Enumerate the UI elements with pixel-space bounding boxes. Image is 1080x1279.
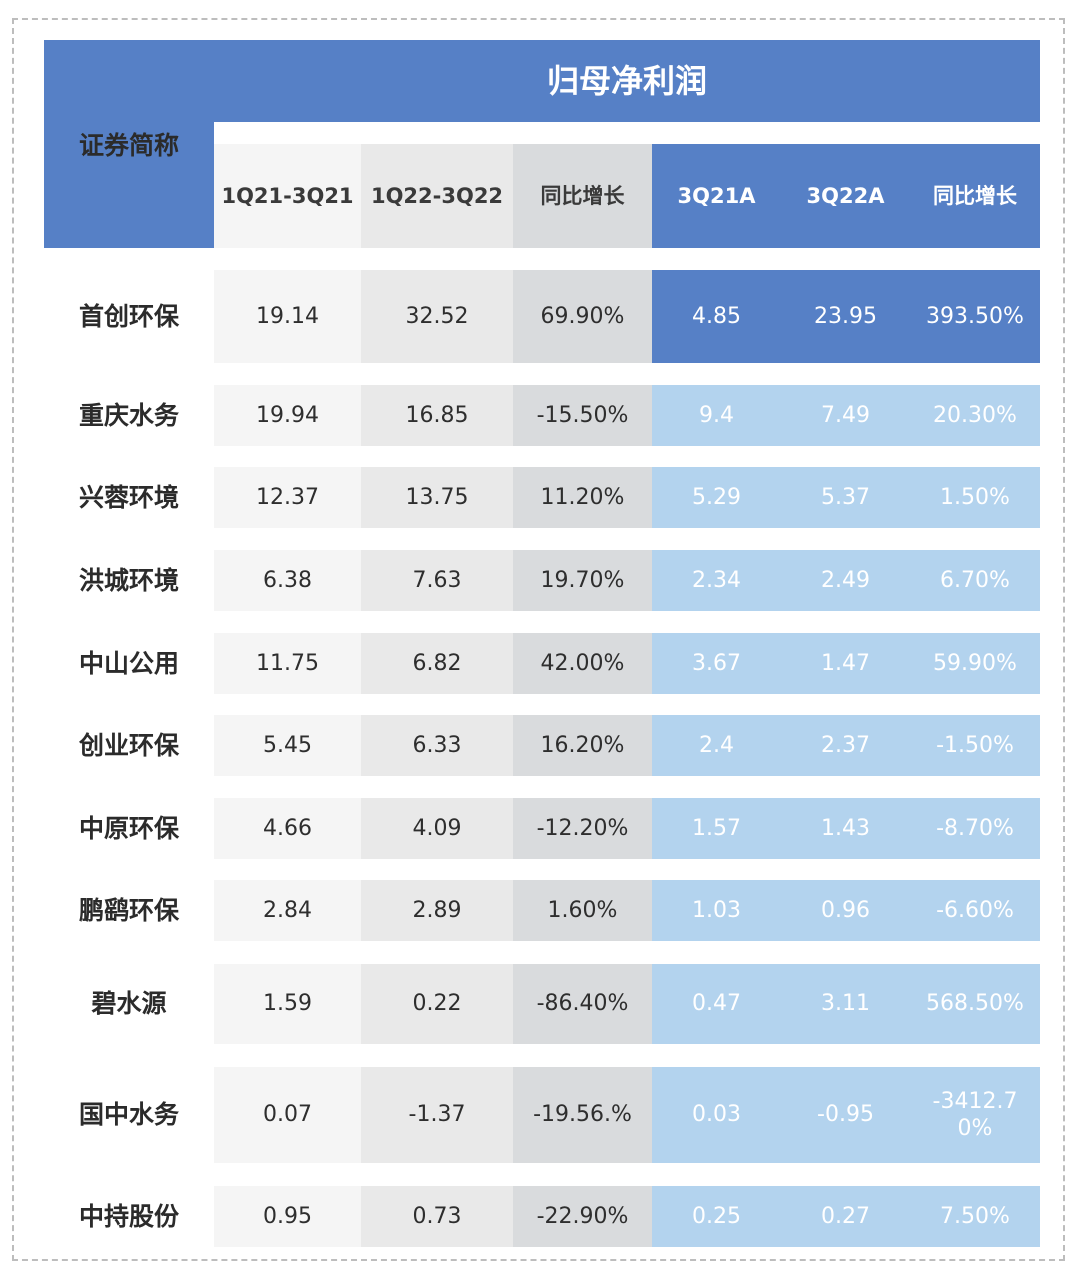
row-value: 3.67	[652, 633, 781, 694]
row-value: 5.45	[214, 715, 361, 776]
row-value: 3.11	[781, 964, 910, 1044]
row-value: 9.4	[652, 385, 781, 446]
row-value: 6.70%	[910, 550, 1040, 611]
row-value: 23.95	[781, 270, 910, 363]
row-value: 4.09	[361, 798, 513, 859]
row-value: 568.50%	[910, 964, 1040, 1044]
row-value: 2.49	[781, 550, 910, 611]
row-value: 5.37	[781, 467, 910, 528]
sub-header-1: 1Q21-3Q21	[214, 144, 361, 248]
sub-header-3: 同比增长	[513, 144, 652, 248]
name-header-label: 证券简称	[78, 131, 179, 160]
row-value: 19.14	[214, 270, 361, 363]
row-value: 0.03	[652, 1067, 781, 1163]
row-value: 20.30%	[910, 385, 1040, 446]
row-value: 7.49	[781, 385, 910, 446]
group-title-cell: 归母净利润	[214, 40, 1040, 122]
row-name: 中山公用	[78, 648, 179, 678]
row-value: 0.96	[781, 880, 910, 941]
row-value: 12.37	[214, 467, 361, 528]
row-value: 0.07	[214, 1067, 361, 1163]
row-value: 6.33	[361, 715, 513, 776]
row-name: 碧水源	[91, 989, 167, 1019]
row-value: -1.37	[361, 1067, 513, 1163]
row-value: 42.00%	[513, 633, 652, 694]
row-value: -1.50%	[910, 715, 1040, 776]
row-value: 69.90%	[513, 270, 652, 363]
row-name: 洪城环境	[78, 565, 179, 595]
row-value: 1.43	[781, 798, 910, 859]
row-value: 16.20%	[513, 715, 652, 776]
row-name: 中持股份	[78, 1201, 179, 1231]
row-value: 2.34	[652, 550, 781, 611]
row-value: 2.37	[781, 715, 910, 776]
row-value: 6.82	[361, 633, 513, 694]
row-value: 1.60%	[513, 880, 652, 941]
row-value: -12.20%	[513, 798, 652, 859]
row-value: 393.50%	[910, 270, 1040, 363]
row-value: -22.90%	[513, 1186, 652, 1247]
sub-header-2: 1Q22-3Q22	[361, 144, 513, 248]
row-value: 5.29	[652, 467, 781, 528]
row-value: 0.27	[781, 1186, 910, 1247]
row-value: 6.38	[214, 550, 361, 611]
row-name: 重庆水务	[78, 400, 179, 430]
table-header: 证券简称 归母净利润 1Q21-3Q21 1Q22-3Q22 同比增长 3Q21…	[0, 0, 1080, 260]
row-value: 7.63	[361, 550, 513, 611]
row-value: 1.50%	[910, 467, 1040, 528]
row-value: 2.89	[361, 880, 513, 941]
row-name: 国中水务	[78, 1100, 179, 1130]
row-value: 1.03	[652, 880, 781, 941]
row-value: 0.73	[361, 1186, 513, 1247]
row-value: 0.95	[214, 1186, 361, 1247]
group-title: 归母净利润	[546, 62, 707, 100]
row-value: 59.90%	[910, 633, 1040, 694]
row-value: -15.50%	[513, 385, 652, 446]
row-value: 19.94	[214, 385, 361, 446]
row-value: 1.47	[781, 633, 910, 694]
name-header-cell: 证券简称	[44, 40, 214, 248]
row-value: 0.22	[361, 964, 513, 1044]
row-value: 19.70%	[513, 550, 652, 611]
row-value: 11.75	[214, 633, 361, 694]
row-name: 兴蓉环境	[78, 482, 179, 512]
row-value: -86.40%	[513, 964, 652, 1044]
row-name: 创业环保	[78, 730, 179, 760]
row-value: 11.20%	[513, 467, 652, 528]
sub-header-6: 同比增长	[910, 144, 1040, 248]
row-value: 1.57	[652, 798, 781, 859]
row-value: 4.85	[652, 270, 781, 363]
row-value: 2.4	[652, 715, 781, 776]
row-value: 13.75	[361, 467, 513, 528]
row-value: -8.70%	[910, 798, 1040, 859]
sub-header-4: 3Q21A	[652, 144, 781, 248]
row-value: 7.50%	[910, 1186, 1040, 1247]
sub-header-5: 3Q22A	[781, 144, 910, 248]
row-value: -6.60%	[910, 880, 1040, 941]
table-frame	[12, 18, 1065, 1261]
row-value: 32.52	[361, 270, 513, 363]
row-name: 鹏鹞环保	[78, 895, 179, 925]
row-value: 2.84	[214, 880, 361, 941]
row-name: 中原环保	[78, 813, 179, 843]
row-name: 首创环保	[78, 301, 179, 331]
row-value: 0.47	[652, 964, 781, 1044]
row-value: -3412.7 0%	[910, 1067, 1040, 1163]
row-value: 16.85	[361, 385, 513, 446]
row-value: 0.25	[652, 1186, 781, 1247]
row-value: 1.59	[214, 964, 361, 1044]
row-value: -19.56.%	[513, 1067, 652, 1163]
row-value: -0.95	[781, 1067, 910, 1163]
row-value: 4.66	[214, 798, 361, 859]
